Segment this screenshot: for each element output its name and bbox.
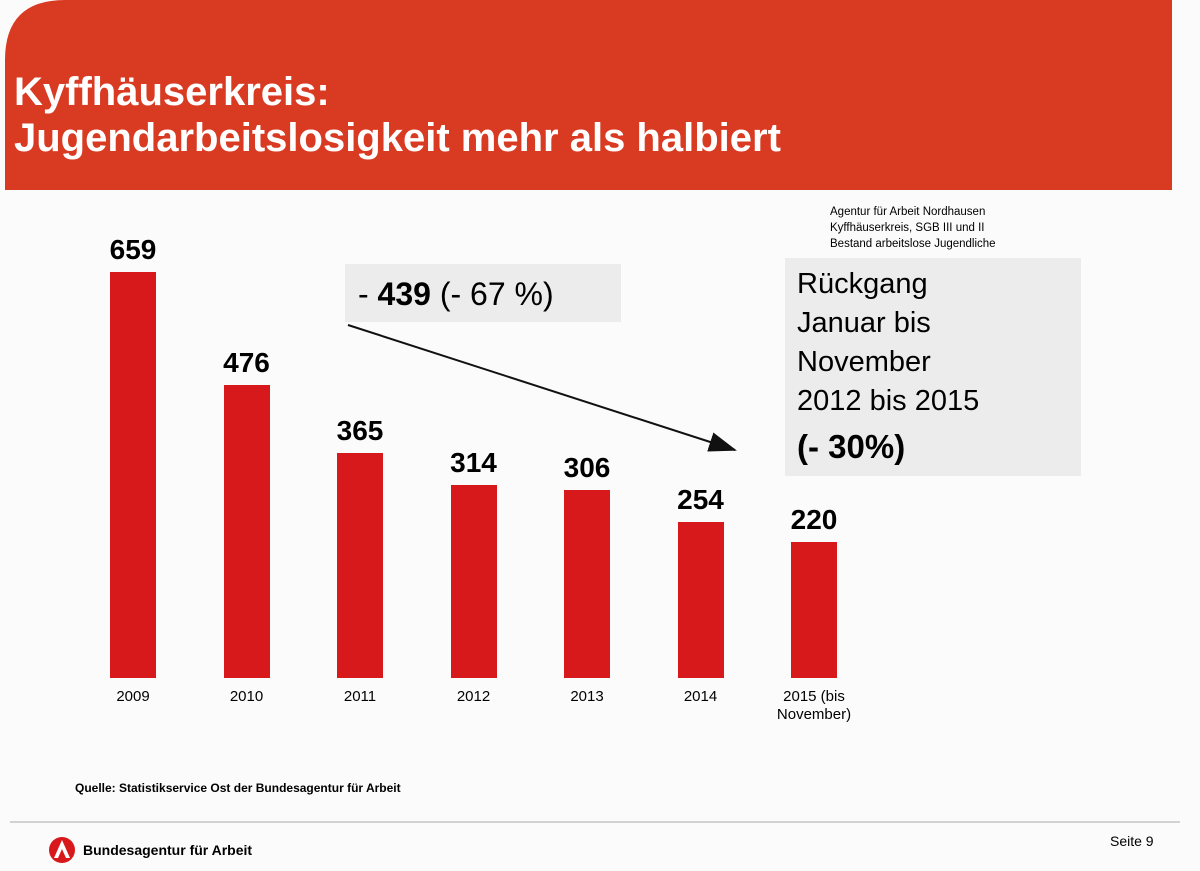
bar bbox=[564, 489, 610, 678]
x-tick-label: 2013 bbox=[570, 688, 604, 705]
value-label: 659 bbox=[109, 234, 157, 266]
change-value: 439 bbox=[377, 276, 431, 312]
box-line: Januar bis bbox=[797, 307, 931, 339]
trend-arrow bbox=[347, 324, 737, 452]
header-band bbox=[5, 0, 1172, 190]
info-line: Bestand arbeitslose Jugendliche bbox=[830, 238, 996, 250]
value-label: 314 bbox=[450, 446, 497, 478]
bar bbox=[677, 521, 724, 678]
info-box bbox=[785, 258, 1081, 476]
footer-org: Bundesagentur für Arbeit bbox=[83, 842, 253, 858]
box-line: (- 30%) bbox=[797, 428, 906, 465]
change-annotation: - 439 (- 67 %) bbox=[358, 276, 554, 313]
info-line: Agentur für Arbeit Nordhausen bbox=[830, 206, 986, 218]
info-line: Kyffhäuserkreis, SGB III und II bbox=[830, 222, 985, 234]
title: Kyffhäuserkreis: bbox=[14, 70, 330, 114]
value-label: 254 bbox=[677, 483, 724, 515]
x-tick-label: 2011 bbox=[343, 688, 377, 705]
title: Jugendarbeitslosigkeit mehr als halbiert bbox=[14, 116, 781, 160]
x-tick-label: 2014 bbox=[683, 688, 718, 705]
source: Quelle: Statistikservice Ost der Bundesa… bbox=[75, 781, 401, 795]
value-label: 365 bbox=[336, 415, 384, 447]
box-line: Rückgang bbox=[797, 268, 928, 300]
change-prefix: - bbox=[358, 276, 369, 312]
x-tick-label: 2010 bbox=[229, 688, 264, 705]
page-number: Seite 9 bbox=[1110, 833, 1154, 849]
value-label: 306 bbox=[563, 451, 611, 483]
box-line: November bbox=[797, 346, 931, 378]
x-tick-label: 2012 bbox=[456, 688, 491, 705]
change-percent: (- 67 %) bbox=[439, 276, 554, 312]
bar bbox=[337, 453, 383, 678]
bar bbox=[110, 272, 156, 678]
bar bbox=[223, 384, 270, 678]
bar bbox=[791, 542, 837, 678]
change-box bbox=[345, 264, 621, 322]
value-label: 220 bbox=[790, 504, 838, 536]
x-tick-label: 2009 bbox=[116, 688, 150, 705]
box-line: 2012 bis 2015 bbox=[797, 385, 980, 417]
value-label: 476 bbox=[223, 346, 270, 378]
bar bbox=[450, 484, 497, 678]
x-tick-label: 2015 (bis November) bbox=[776, 688, 852, 723]
logo-mark bbox=[54, 840, 70, 858]
